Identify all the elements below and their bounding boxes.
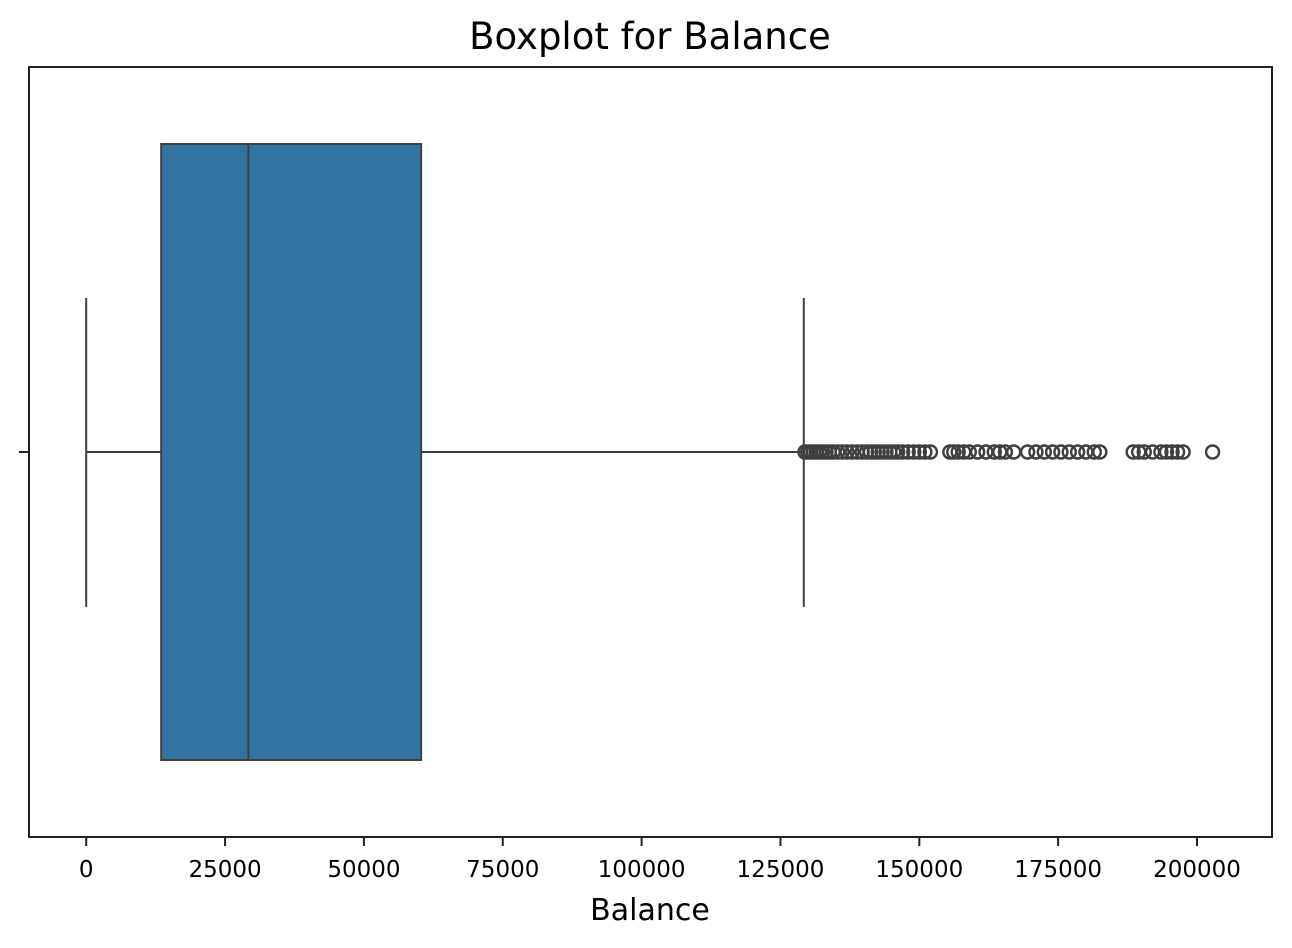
outlier-point	[946, 444, 962, 460]
chart-title: Boxplot for Balance	[469, 15, 831, 58]
x-tick-label: 50000	[327, 857, 400, 883]
outlier-point	[1069, 444, 1086, 460]
x-tick-label: 25000	[188, 857, 261, 883]
outlier-markers	[797, 444, 1221, 460]
outlier-point	[1061, 444, 1077, 460]
x-tick-label: 125000	[737, 857, 825, 883]
outlier-point	[844, 444, 860, 460]
outlier-point	[1086, 444, 1102, 460]
box-marks	[19, 143, 805, 761]
outlier-point	[900, 444, 916, 460]
outlier-point	[1164, 444, 1180, 460]
outlier-point	[1136, 444, 1152, 460]
x-axis-ticks: 0 25000 50000 75000 100000 125000 150000 175000…	[79, 837, 1241, 883]
outlier-point	[1153, 444, 1169, 460]
outlier-point	[922, 444, 939, 460]
outlier-point	[997, 444, 1014, 460]
outlier-point	[1019, 444, 1036, 460]
outlier-point	[1092, 444, 1108, 460]
x-tick-label: 200000	[1153, 857, 1241, 883]
x-tick-label: 75000	[466, 857, 539, 883]
outlier-point	[1028, 444, 1044, 460]
outlier-point	[1204, 444, 1221, 460]
outlier-point	[1158, 444, 1175, 460]
outlier-point	[839, 444, 855, 460]
outlier-point	[1036, 444, 1052, 460]
outlier-point	[1125, 444, 1141, 460]
outlier-point	[829, 444, 846, 460]
outlier-point	[911, 444, 928, 460]
outlier-point	[1006, 444, 1022, 460]
x-tick-label: 175000	[1014, 857, 1102, 883]
outlier-point	[1169, 444, 1186, 460]
outlier-point	[894, 444, 911, 460]
outlier-point	[834, 444, 850, 460]
x-tick-label: 100000	[598, 857, 686, 883]
outlier-point	[969, 444, 986, 460]
outlier-point	[1053, 444, 1069, 460]
x-tick-label: 150000	[875, 857, 963, 883]
x-tick-label: 0	[79, 857, 94, 883]
outlier-point	[889, 444, 906, 460]
outlier-point	[917, 444, 933, 460]
outlier-point	[961, 444, 978, 460]
x-axis-label: Balance	[590, 893, 710, 928]
outlier-point	[906, 444, 922, 460]
outlier-point	[1044, 444, 1061, 460]
outlier-point	[986, 444, 1002, 460]
outlier-point	[950, 444, 966, 460]
iqr-box	[160, 143, 423, 761]
outlier-point	[1175, 444, 1191, 460]
